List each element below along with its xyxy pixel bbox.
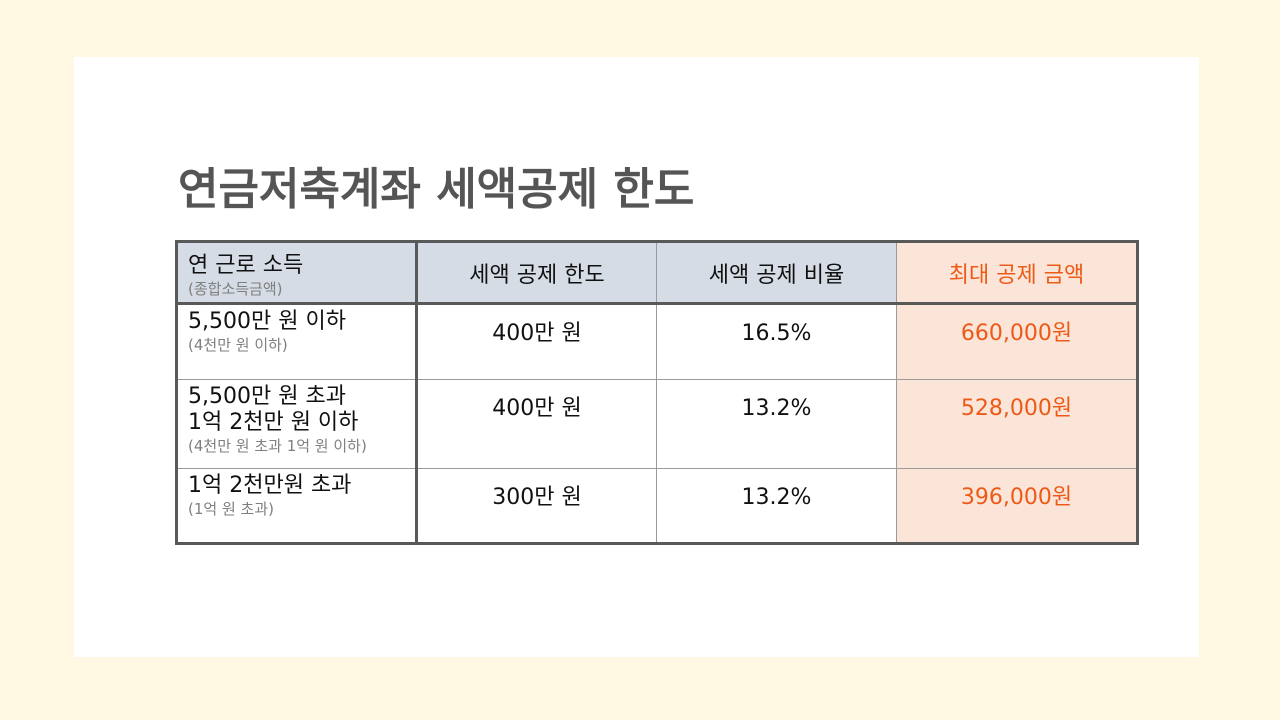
income-range: 5,500만 원 이하 [188, 309, 346, 334]
max-amount-cell: 396,000원 [896, 468, 1138, 544]
max-amount-value: 396,000원 [960, 485, 1073, 510]
header-rate: 세액 공제 비율 [656, 241, 897, 305]
income-range-sub: (4천만 원 이하) [188, 336, 288, 354]
header-income-label: 연 근로 소득 [188, 252, 304, 278]
limit-cell: 300만 원 [416, 468, 657, 544]
rate-value: 13.2% [741, 396, 812, 421]
max-amount-value: 660,000원 [960, 321, 1073, 346]
limit-value: 400만 원 [492, 396, 582, 421]
income-range: 1억 2천만원 초과 [188, 473, 352, 498]
limit-cell: 400만 원 [416, 303, 657, 380]
header-income: 연 근로 소득 (종합소득금액) [176, 241, 418, 305]
table-row: 5,500만 원 초과 1억 2천만 원 이하 (4천만 원 초과 1억 원 이… [176, 379, 1138, 469]
rate-value: 13.2% [741, 485, 812, 510]
header-max-amount: 최대 공제 금액 [896, 241, 1138, 305]
income-cell: 1억 2천만원 초과 (1억 원 초과) [176, 468, 418, 544]
income-range-sub: (1억 원 초과) [188, 500, 274, 518]
header-income-sublabel: (종합소득금액) [188, 279, 283, 298]
page-title: 연금저축계좌 세액공제 한도 [178, 164, 695, 215]
income-cell: 5,500만 원 초과 1억 2천만 원 이하 (4천만 원 초과 1억 원 이… [176, 379, 418, 469]
rate-cell: 13.2% [656, 379, 897, 469]
limit-value: 400만 원 [492, 321, 582, 346]
table-row: 5,500만 원 이하 (4천만 원 이하) 400만 원 16.5% 660,… [176, 303, 1138, 380]
rate-cell: 13.2% [656, 468, 897, 544]
max-amount-cell: 660,000원 [896, 303, 1138, 380]
income-range-line2: 1억 2천만 원 이하 [188, 410, 359, 435]
income-cell: 5,500만 원 이하 (4천만 원 이하) [176, 303, 418, 380]
max-amount-value: 528,000원 [960, 396, 1073, 421]
table-header-row: 연 근로 소득 (종합소득금액) 세액 공제 한도 세액 공제 비율 최대 공제… [176, 241, 1138, 305]
rate-cell: 16.5% [656, 303, 897, 380]
header-limit: 세액 공제 한도 [416, 241, 657, 305]
income-range-sub: (4천만 원 초과 1억 원 이하) [188, 437, 367, 455]
limit-cell: 400만 원 [416, 379, 657, 469]
table-row: 1억 2천만원 초과 (1억 원 초과) 300만 원 13.2% 396,00… [176, 468, 1138, 544]
limit-value: 300만 원 [492, 485, 582, 510]
tax-deduction-table: 연 근로 소득 (종합소득금액) 세액 공제 한도 세액 공제 비율 최대 공제… [175, 240, 1139, 545]
income-range: 5,500만 원 초과 [188, 384, 346, 409]
max-amount-cell: 528,000원 [896, 379, 1138, 469]
rate-value: 16.5% [741, 321, 812, 346]
